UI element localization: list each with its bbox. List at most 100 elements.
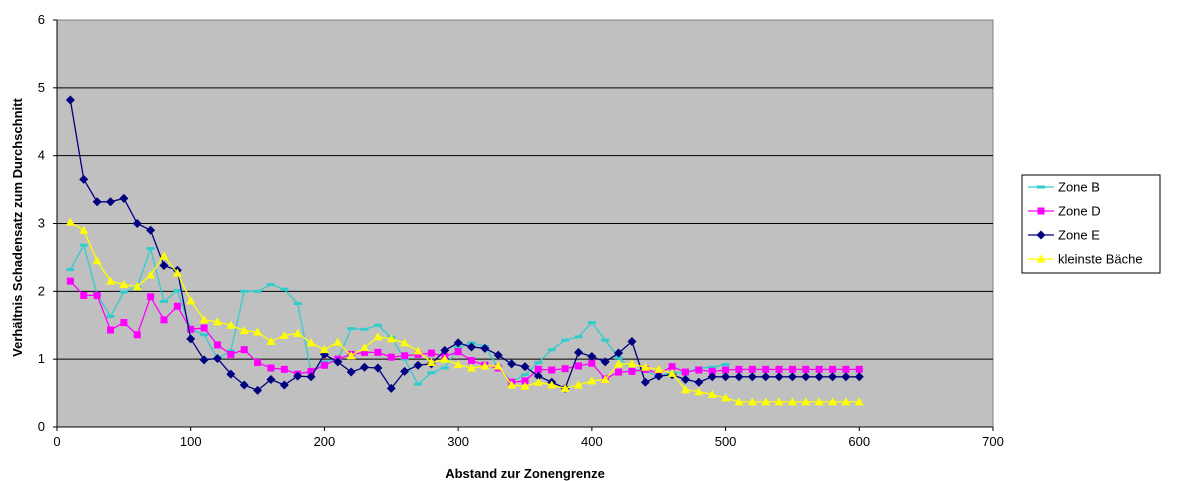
data-point	[467, 342, 477, 352]
data-point	[227, 350, 235, 358]
data-point	[427, 371, 436, 375]
data-point	[507, 359, 517, 369]
data-point	[841, 397, 851, 406]
data-point	[627, 337, 637, 347]
data-point	[360, 327, 369, 331]
data-point	[787, 397, 797, 406]
data-point	[787, 372, 797, 382]
data-point	[440, 354, 450, 363]
data-point	[132, 282, 142, 291]
data-point	[360, 362, 370, 372]
data-point	[400, 338, 410, 347]
data-point	[427, 349, 435, 357]
data-point	[280, 287, 289, 291]
data-point	[774, 397, 784, 406]
data-point	[708, 365, 717, 369]
data-point	[199, 315, 209, 324]
y-axis-ticks: 0 1 2 3 4 5 6	[38, 12, 57, 434]
data-point	[347, 327, 356, 331]
series-2	[65, 95, 864, 395]
data-point	[695, 366, 703, 374]
data-point	[119, 193, 129, 203]
data-point	[199, 355, 209, 365]
data-point	[614, 348, 624, 358]
legend-marker	[1037, 207, 1045, 215]
data-point	[226, 369, 236, 379]
data-point	[507, 380, 517, 389]
x-tick-label: 500	[715, 434, 737, 449]
data-point	[360, 343, 370, 352]
data-point	[734, 372, 744, 382]
x-tick-label: 0	[53, 434, 60, 449]
data-point	[279, 330, 289, 339]
data-point	[721, 363, 730, 367]
data-point	[588, 359, 596, 367]
data-point	[187, 325, 195, 333]
data-point	[65, 217, 75, 226]
data-point	[239, 380, 249, 390]
data-point	[293, 302, 302, 306]
legend-marker	[1036, 254, 1046, 263]
data-point	[561, 365, 569, 373]
data-point	[266, 375, 276, 385]
data-point	[373, 323, 382, 327]
data-point	[413, 360, 423, 370]
data-point	[146, 270, 156, 279]
data-point	[92, 256, 102, 265]
data-point	[694, 377, 704, 387]
data-point	[842, 365, 850, 373]
data-point	[79, 225, 89, 234]
data-point	[133, 331, 141, 339]
data-point	[79, 174, 89, 184]
legend-box	[1021, 174, 1161, 274]
data-point	[854, 397, 864, 406]
data-point	[333, 337, 343, 346]
data-point	[173, 302, 181, 310]
data-point	[854, 372, 864, 382]
data-point	[346, 351, 356, 360]
data-point	[521, 373, 529, 377]
data-point	[533, 371, 543, 381]
series-group	[65, 95, 864, 406]
legend-label: Zone D	[1058, 204, 1101, 219]
data-point	[319, 345, 329, 354]
data-point	[520, 362, 530, 372]
data-point	[801, 372, 811, 382]
data-point	[146, 247, 155, 251]
data-point	[346, 367, 356, 377]
data-point	[440, 366, 449, 370]
data-point	[400, 366, 410, 376]
data-point	[534, 365, 542, 373]
data-point	[306, 372, 316, 382]
data-point	[708, 367, 716, 375]
data-point	[788, 365, 796, 373]
data-point	[306, 338, 316, 347]
y-tick-label: 3	[38, 216, 45, 231]
data-point	[120, 319, 128, 327]
data-point	[600, 357, 610, 367]
data-point	[253, 327, 263, 336]
legend-item: Zone E	[1028, 228, 1100, 243]
data-point	[480, 361, 490, 370]
legend-label: Zone E	[1058, 228, 1100, 243]
y-tick-label: 1	[38, 351, 45, 366]
data-point	[548, 366, 556, 374]
data-point	[454, 348, 462, 356]
data-point	[254, 359, 262, 367]
data-point	[293, 328, 303, 337]
data-point	[454, 346, 463, 350]
data-point	[159, 251, 169, 260]
data-point	[628, 367, 636, 375]
legend: Zone B Zone D Zone E kleinste Bäche	[1021, 174, 1161, 274]
data-point	[841, 372, 851, 382]
data-point	[654, 364, 664, 373]
y-tick-label: 0	[38, 419, 45, 434]
data-point	[467, 363, 477, 372]
data-point	[762, 365, 770, 373]
data-point	[267, 364, 275, 372]
data-point	[802, 365, 810, 373]
data-point	[721, 372, 731, 382]
data-point	[413, 346, 423, 355]
data-point	[468, 357, 476, 365]
data-point	[547, 380, 557, 389]
